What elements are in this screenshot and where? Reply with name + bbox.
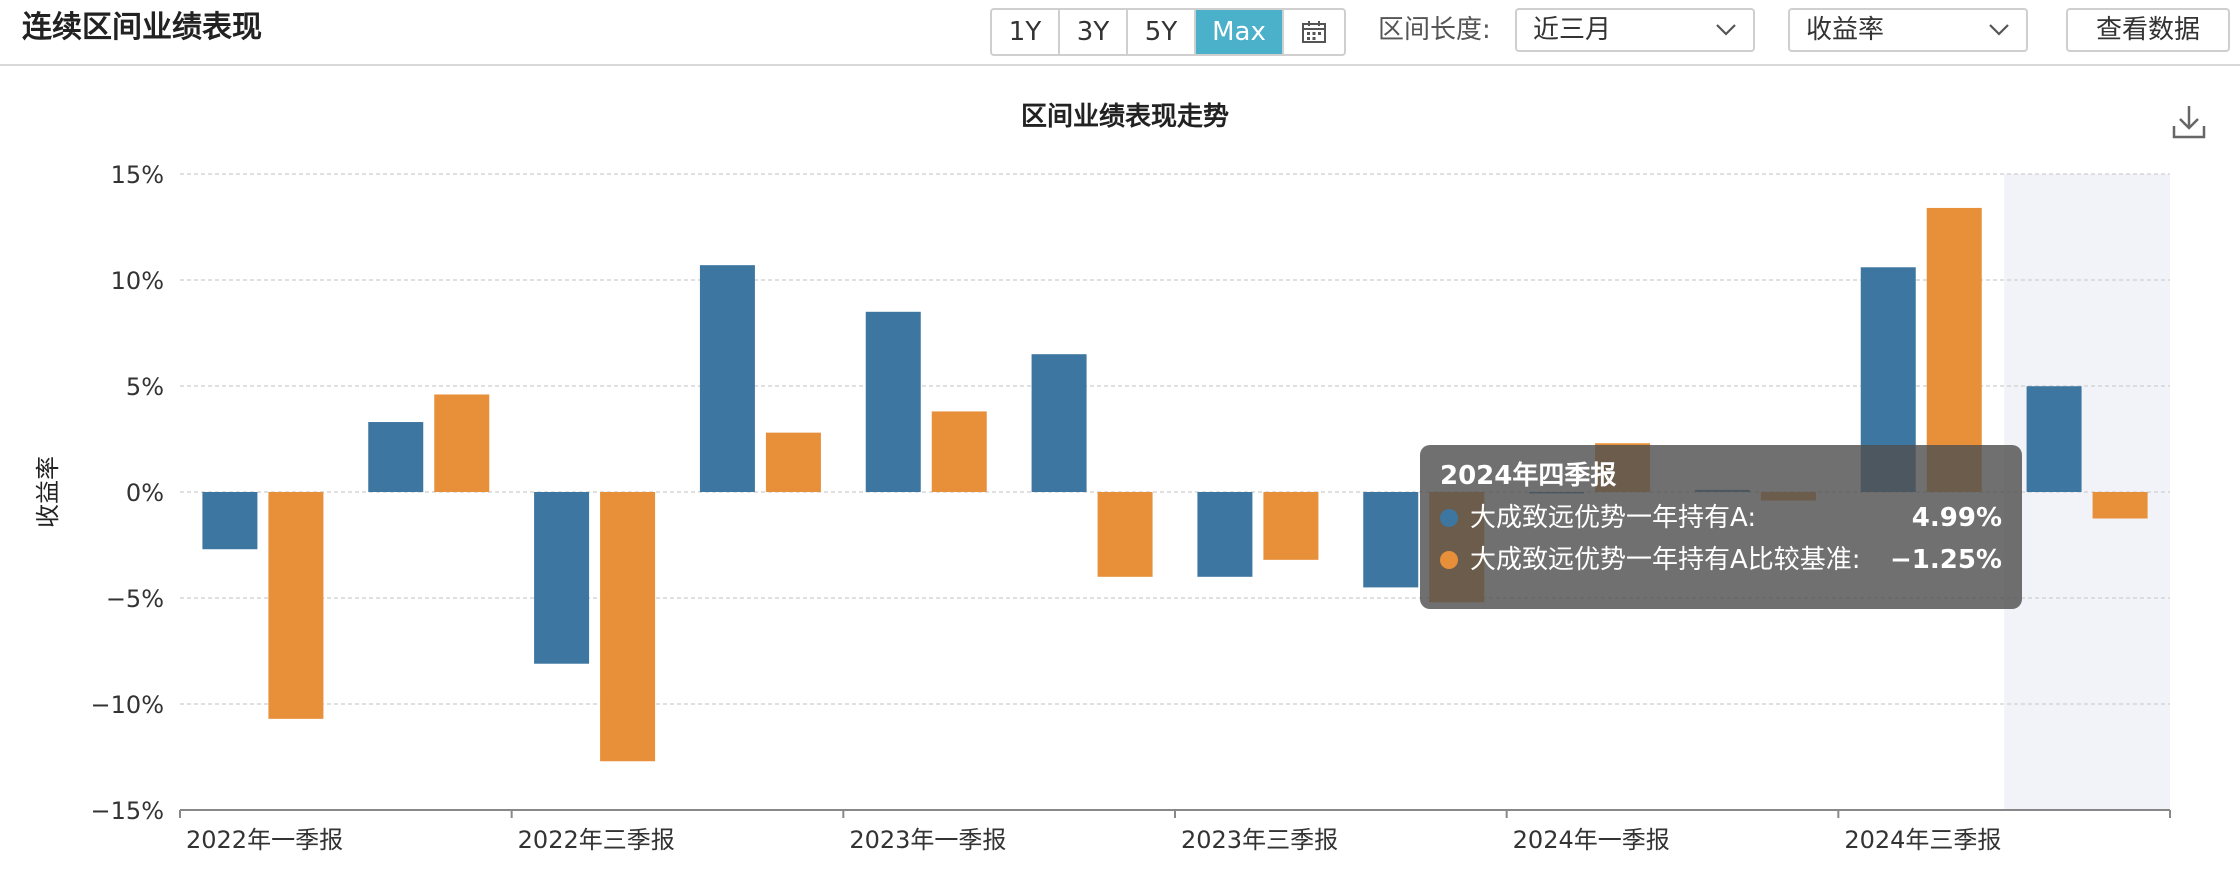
benchmark-bar bbox=[765, 432, 821, 492]
fund-bar bbox=[699, 265, 755, 492]
fund-bar bbox=[865, 311, 921, 492]
tooltip-fund-value: 4.99% bbox=[1911, 503, 2002, 533]
tooltip-row-fund: 大成致远优势一年持有A: 4.99% bbox=[1440, 497, 2002, 539]
x-tick-label: 2023年一季报 bbox=[849, 826, 1006, 854]
benchmark-bar bbox=[1926, 207, 1982, 493]
y-axis-label: 收益率 bbox=[34, 456, 62, 528]
view-data-button[interactable]: 查看数据 bbox=[2066, 8, 2230, 52]
benchmark-bar bbox=[268, 492, 324, 719]
range-selector: 1Y 3Y 5Y Max bbox=[990, 8, 1346, 56]
y-tick-label: 0% bbox=[126, 479, 164, 507]
fund-bar bbox=[2026, 386, 2082, 492]
fund-bar bbox=[1031, 354, 1087, 492]
range-1y-button[interactable]: 1Y bbox=[992, 10, 1060, 54]
range-3y-button[interactable]: 3Y bbox=[1060, 10, 1128, 54]
fund-bar bbox=[1363, 492, 1419, 588]
calendar-icon bbox=[1302, 21, 1326, 43]
range-5y-button[interactable]: 5Y bbox=[1128, 10, 1196, 54]
period-length-value: 近三月 bbox=[1533, 15, 1612, 45]
page-title: 连续区间业绩表现 bbox=[22, 10, 262, 45]
fund-dot-icon bbox=[1440, 509, 1458, 527]
y-tick-label: 15% bbox=[111, 161, 164, 189]
tooltip: 2024年四季报 大成致远优势一年持有A: 4.99% 大成致远优势一年持有A比… bbox=[1420, 445, 2022, 609]
chevron-down-icon bbox=[1989, 24, 2009, 36]
y-tick-label: 5% bbox=[126, 373, 164, 401]
metric-select[interactable]: 收益率 bbox=[1788, 8, 2028, 52]
tooltip-row-benchmark: 大成致远优势一年持有A比较基准: −1.25% bbox=[1440, 539, 2002, 581]
fund-bar bbox=[1197, 492, 1253, 577]
y-tick-label: 10% bbox=[111, 267, 164, 295]
benchmark-bar bbox=[2092, 492, 2148, 519]
benchmark-bar bbox=[931, 411, 987, 492]
x-tick-label: 2023年三季报 bbox=[1181, 826, 1338, 854]
period-length-label: 区间长度: bbox=[1378, 15, 1491, 45]
benchmark-bar bbox=[1263, 492, 1319, 560]
fund-bar bbox=[534, 492, 590, 664]
benchmark-bar bbox=[1097, 492, 1153, 577]
chart-title: 区间业绩表现走势 bbox=[1020, 102, 1229, 132]
range-max-button[interactable]: Max bbox=[1196, 10, 1284, 54]
benchmark-bar bbox=[600, 492, 656, 762]
tooltip-benchmark-value: −1.25% bbox=[1890, 545, 2002, 575]
x-tick-label: 2024年三季报 bbox=[1844, 826, 2001, 854]
period-length-select[interactable]: 近三月 bbox=[1515, 8, 1755, 52]
fund-bar bbox=[368, 422, 424, 492]
x-tick-label: 2022年三季报 bbox=[518, 826, 675, 854]
fund-bar bbox=[202, 492, 258, 550]
x-tick-label: 2022年一季报 bbox=[186, 826, 343, 854]
download-button[interactable] bbox=[2172, 104, 2206, 144]
benchmark-bar bbox=[434, 394, 490, 492]
chevron-down-icon bbox=[1716, 24, 1736, 36]
benchmark-dot-icon bbox=[1440, 551, 1458, 569]
y-tick-label: −15% bbox=[91, 797, 164, 825]
tooltip-fund-name: 大成致远优势一年持有A: bbox=[1470, 503, 1757, 533]
y-tick-label: −10% bbox=[91, 691, 164, 719]
x-tick-label: 2024年一季报 bbox=[1513, 826, 1670, 854]
tooltip-benchmark-name: 大成致远优势一年持有A比较基准: bbox=[1470, 545, 1861, 575]
metric-value: 收益率 bbox=[1806, 15, 1885, 45]
toolbar: 连续区间业绩表现 1Y 3Y 5Y Max 区间长度: 近三月 收益率 查看数据 bbox=[0, 0, 2240, 66]
y-tick-label: −5% bbox=[106, 585, 164, 613]
download-icon bbox=[2172, 106, 2206, 139]
calendar-button[interactable] bbox=[1284, 10, 1344, 54]
tooltip-title: 2024年四季报 bbox=[1440, 461, 1617, 491]
